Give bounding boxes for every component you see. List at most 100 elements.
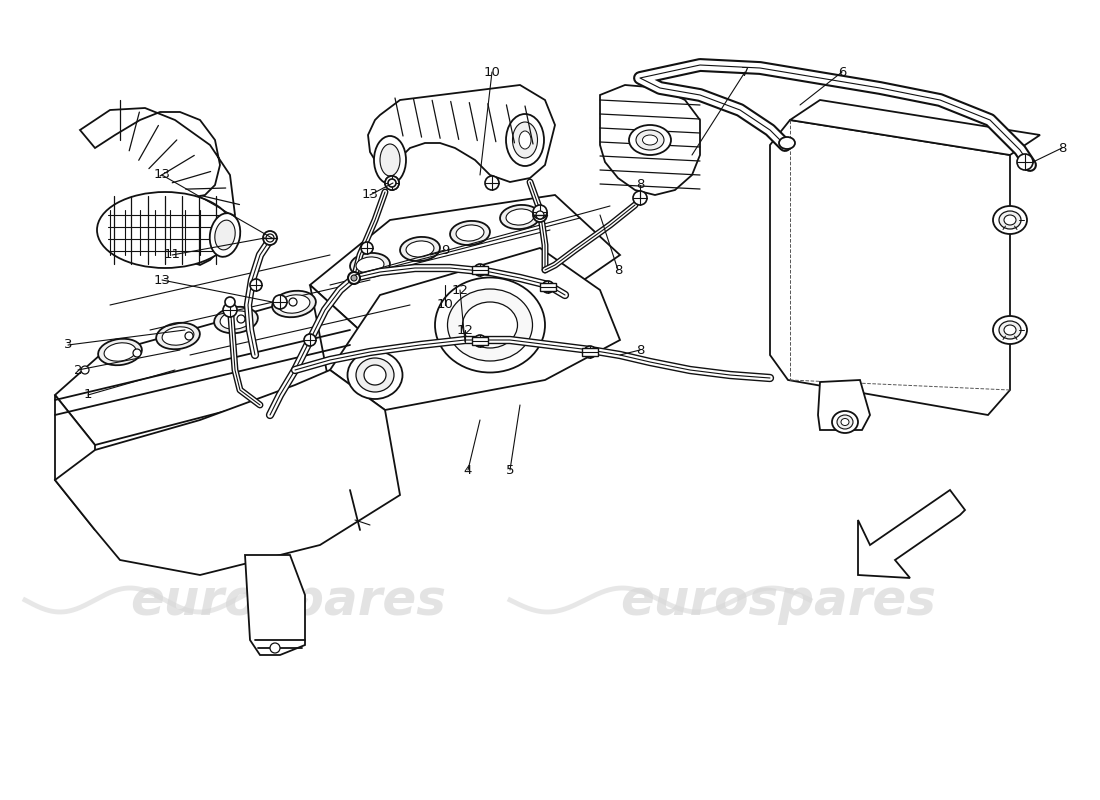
Circle shape bbox=[289, 298, 297, 306]
Text: 6: 6 bbox=[838, 66, 846, 78]
Ellipse shape bbox=[506, 114, 544, 166]
Ellipse shape bbox=[999, 321, 1021, 339]
Circle shape bbox=[542, 281, 554, 293]
Circle shape bbox=[485, 176, 499, 190]
Polygon shape bbox=[858, 490, 965, 578]
Text: 13: 13 bbox=[154, 274, 170, 286]
Text: 2: 2 bbox=[74, 363, 82, 377]
Ellipse shape bbox=[993, 206, 1027, 234]
Text: 4: 4 bbox=[464, 463, 472, 477]
Circle shape bbox=[263, 231, 277, 245]
Text: eurospares: eurospares bbox=[130, 577, 446, 625]
Circle shape bbox=[304, 334, 316, 346]
Circle shape bbox=[361, 242, 373, 254]
Ellipse shape bbox=[104, 343, 136, 361]
Polygon shape bbox=[600, 85, 700, 195]
Polygon shape bbox=[245, 555, 305, 655]
Ellipse shape bbox=[779, 137, 795, 149]
Text: 7: 7 bbox=[740, 66, 749, 78]
Text: 9: 9 bbox=[441, 243, 449, 257]
Circle shape bbox=[385, 176, 399, 190]
Text: 10: 10 bbox=[437, 298, 453, 311]
Ellipse shape bbox=[832, 411, 858, 433]
Circle shape bbox=[133, 349, 141, 357]
Ellipse shape bbox=[448, 289, 532, 361]
Text: 13: 13 bbox=[154, 169, 170, 182]
Ellipse shape bbox=[348, 351, 403, 399]
FancyBboxPatch shape bbox=[540, 283, 556, 291]
Text: 12: 12 bbox=[451, 283, 469, 297]
Circle shape bbox=[385, 176, 399, 190]
Circle shape bbox=[250, 279, 262, 291]
Polygon shape bbox=[790, 100, 1040, 155]
Text: 1: 1 bbox=[84, 389, 92, 402]
Polygon shape bbox=[310, 195, 620, 335]
Text: 8: 8 bbox=[1058, 142, 1066, 154]
Circle shape bbox=[236, 315, 245, 323]
Circle shape bbox=[351, 275, 358, 281]
Ellipse shape bbox=[642, 135, 658, 145]
Ellipse shape bbox=[434, 278, 544, 373]
Polygon shape bbox=[55, 285, 395, 445]
Ellipse shape bbox=[98, 338, 142, 366]
Text: 5: 5 bbox=[506, 463, 515, 477]
Ellipse shape bbox=[513, 122, 538, 158]
Polygon shape bbox=[368, 85, 556, 182]
Circle shape bbox=[474, 335, 486, 347]
Circle shape bbox=[388, 179, 396, 187]
FancyBboxPatch shape bbox=[472, 266, 488, 274]
Ellipse shape bbox=[1004, 215, 1016, 225]
Ellipse shape bbox=[629, 125, 671, 155]
Ellipse shape bbox=[842, 418, 849, 426]
Text: 8: 8 bbox=[636, 178, 645, 191]
Ellipse shape bbox=[356, 358, 394, 392]
Polygon shape bbox=[80, 108, 235, 265]
Polygon shape bbox=[55, 395, 95, 530]
Ellipse shape bbox=[156, 322, 200, 350]
Circle shape bbox=[226, 297, 235, 307]
Ellipse shape bbox=[272, 290, 316, 318]
Ellipse shape bbox=[379, 144, 400, 176]
Ellipse shape bbox=[214, 306, 257, 334]
Ellipse shape bbox=[450, 221, 490, 245]
Text: 8: 8 bbox=[636, 343, 645, 357]
Text: 11: 11 bbox=[164, 249, 180, 262]
Circle shape bbox=[584, 346, 596, 358]
FancyBboxPatch shape bbox=[582, 348, 598, 356]
Ellipse shape bbox=[364, 365, 386, 385]
Circle shape bbox=[1018, 154, 1033, 170]
Ellipse shape bbox=[400, 237, 440, 261]
Ellipse shape bbox=[999, 211, 1021, 229]
Ellipse shape bbox=[97, 192, 233, 268]
Ellipse shape bbox=[374, 136, 406, 184]
Ellipse shape bbox=[519, 131, 531, 149]
Ellipse shape bbox=[1004, 325, 1016, 335]
Ellipse shape bbox=[214, 220, 235, 250]
Circle shape bbox=[348, 272, 360, 284]
Circle shape bbox=[534, 208, 547, 222]
Ellipse shape bbox=[220, 311, 252, 329]
Circle shape bbox=[474, 264, 486, 276]
Ellipse shape bbox=[278, 295, 310, 313]
Ellipse shape bbox=[356, 257, 384, 273]
Polygon shape bbox=[55, 370, 400, 575]
Ellipse shape bbox=[636, 130, 664, 150]
Circle shape bbox=[81, 366, 89, 374]
Text: 12: 12 bbox=[456, 323, 473, 337]
FancyBboxPatch shape bbox=[472, 337, 488, 345]
Ellipse shape bbox=[406, 241, 434, 257]
Circle shape bbox=[266, 234, 274, 242]
Circle shape bbox=[632, 191, 647, 205]
Ellipse shape bbox=[462, 302, 517, 348]
Circle shape bbox=[270, 643, 280, 653]
Ellipse shape bbox=[500, 205, 540, 229]
Polygon shape bbox=[310, 285, 395, 440]
Ellipse shape bbox=[456, 225, 484, 241]
Polygon shape bbox=[818, 380, 870, 430]
Ellipse shape bbox=[837, 415, 852, 429]
Ellipse shape bbox=[210, 213, 240, 257]
Text: 10: 10 bbox=[484, 66, 500, 78]
Circle shape bbox=[185, 332, 192, 340]
Text: eurospares: eurospares bbox=[620, 577, 936, 625]
Text: 3: 3 bbox=[64, 338, 73, 351]
